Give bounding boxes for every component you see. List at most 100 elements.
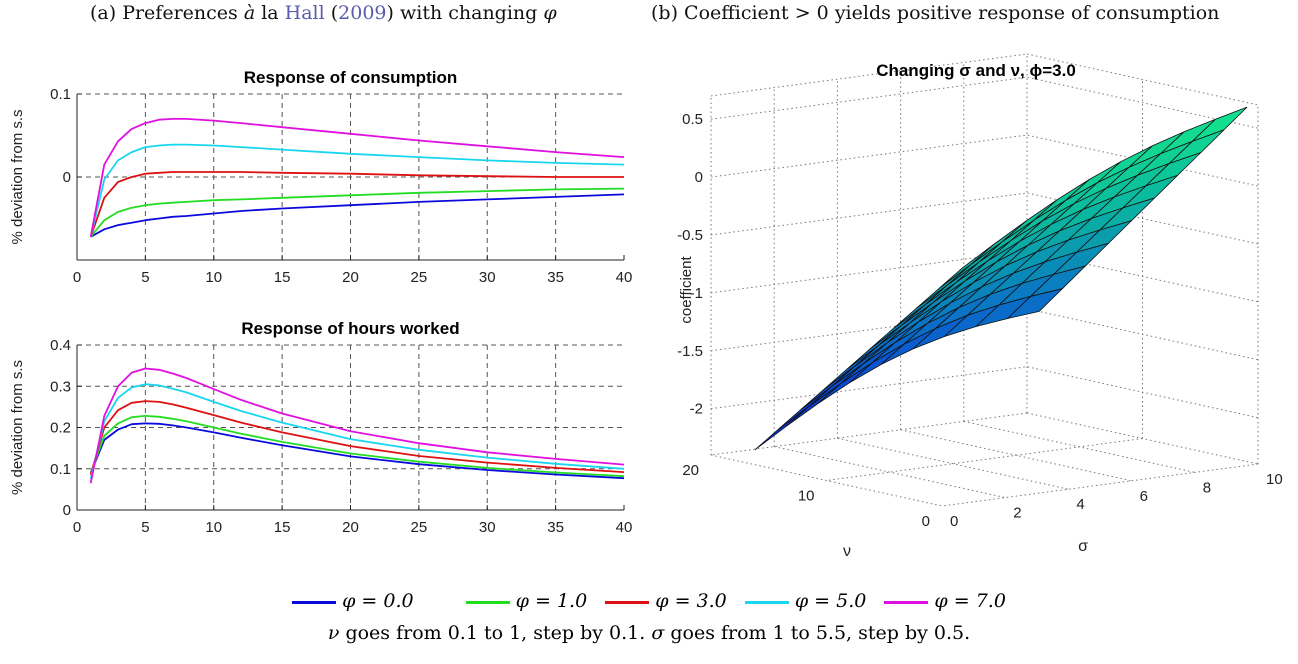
box-edge [710,53,1028,97]
x-tick-label: 35 [547,269,564,286]
sigma-tick-label: 10 [1266,471,1283,488]
grid-line-z [710,76,1259,129]
caption-a-a-la: à [243,2,256,24]
y-tick-label: 0.1 [50,461,71,478]
z-tick-label: -1.5 [677,343,703,360]
surface-patch [840,341,897,384]
legend-label-phi-7: φ = 7.0 [934,590,1006,612]
series-line-phi-0 [90,193,625,238]
grid-line-nu-floor [710,412,1028,456]
caption-b-suffix: yields positive response of consumption [834,2,1220,24]
hours-chart: 0 5 10 15 20 25 30 35 40 0 0.1 0.2 0.3 0.4 Response of… [9,319,632,536]
z-tick-label: 0 [695,169,703,186]
sigma-tick-label: 2 [1013,505,1021,522]
grid-line-z [710,192,1259,245]
legend-label-phi-3: φ = 3.0 [655,590,727,612]
nu-tick-label: 20 [682,462,699,479]
x-tick-label: 15 [274,519,291,536]
caption-a-year-link[interactable]: 2009 [338,2,387,24]
sigma-tick-label: 8 [1203,479,1211,496]
legend-label-phi-5: φ = 5.0 [794,590,867,612]
grid-line-z [710,366,1259,419]
series-line-phi-3 [89,143,625,238]
x-tick-label: 40 [616,269,633,286]
caption-b: (b) Coefficient > 0 yields positive resp… [651,2,1219,24]
z-tick-label: 0.5 [682,111,703,128]
legend-line-phi-5 [744,600,789,604]
z-tick-label: -0.5 [677,227,703,244]
caption-note: ν goes from 0.1 to 1, step by 0.1. σ goe… [0,622,1298,644]
series-line-phi-4 [89,118,625,237]
caption-a-la: la [261,2,279,24]
x-tick-label: 40 [616,519,633,536]
note-part1: goes from 0.1 to 1, step by 0.1. [345,622,646,644]
x-tick-label: 10 [205,519,222,536]
surface-patch [786,382,842,427]
y-tick-label: 0 [63,169,71,186]
legend-line-phi-7 [884,600,929,604]
legend-label-phi-1: φ = 1.0 [515,590,588,612]
legend-line-phi-1 [465,600,510,604]
y-axis-label: % deviation from s.s [9,360,26,495]
grid-line-nu-floor [941,463,1259,507]
x-tick-label: 15 [274,269,291,286]
sigma-tick-label: 4 [1076,496,1084,513]
y-tick-label: 0.1 [50,86,71,103]
x-tick-label: 0 [73,269,81,286]
series-line-phi-3 [89,383,625,480]
x-tick-label: 20 [342,269,359,286]
chart-title: Response of hours worked [241,319,459,338]
z-tick-label: -1 [690,285,703,302]
x-tick-label: 25 [411,269,428,286]
legend-item-phi-3: φ = 3.0 [605,590,727,612]
y-tick-label: 0.4 [50,337,71,354]
box-edge [1026,53,1259,106]
x-tick-label: 25 [411,519,428,536]
legend-line-phi-0 [292,600,337,604]
x-tick-label: 10 [205,269,222,286]
sigma-tick-label: 0 [950,513,958,530]
sigma-tick-label: 6 [1140,488,1148,505]
z-axis-label: coefficient [678,256,695,324]
surface-patch [1192,106,1248,142]
caption-a-phi: φ [543,2,557,24]
grid-line-nu-floor [826,438,1143,481]
x-tick-label: 0 [73,519,81,536]
caption-b-prefix: (b) Coefficient [651,2,789,24]
grid-line-sigma-floor [774,446,1006,499]
legend-line-phi-3 [605,600,650,604]
series-line-phi-1 [90,187,625,238]
z-tick-label: -2 [690,401,703,418]
nu-tick-label: 10 [798,488,815,505]
caption-a: (a) Preferences à la Hall (2009) with ch… [90,2,557,24]
grid-line-sigma-floor [837,437,1069,490]
x-tick-label: 5 [141,269,149,286]
y-axis-label: % deviation from s.s [9,109,26,244]
note-nu: ν [327,622,340,644]
surface-patch [809,362,865,407]
surface-patch [817,361,873,404]
series-line-phi-4 [89,367,625,484]
legend-item-phi-1: φ = 1.0 [465,590,588,612]
nu-axis-label: ν [843,543,851,560]
series-line-phi-2 [89,171,624,238]
y-tick-label: 0.3 [50,378,71,395]
caption-a-hall-link[interactable]: Hall [284,2,325,24]
consumption-chart: 0 5 10 15 20 25 30 35 40 0.1 0 Response of consumpt… [9,68,632,286]
caption-a-prefix: (a) Preferences [90,2,238,24]
x-tick-label: 30 [479,269,496,286]
series-line-phi-2 [89,400,625,476]
x-tick-label: 35 [547,519,564,536]
sigma-axis-label: σ [1078,538,1088,555]
series-line-phi-1 [89,415,625,478]
nu-tick-label: 0 [922,513,930,530]
chart-title: Changing σ and ν, ϕ=3.0 [876,61,1076,80]
chart-title: Response of consumption [244,68,457,87]
grid-line-sigma-floor [900,429,1132,482]
x-tick-label: 30 [479,519,496,536]
legend-item-phi-0: φ = 0.0 [292,590,414,612]
surface-chart: -2 -1.5 -1 -0.5 0 0.5 0 10 20 0 2 4 6 8 10 ν σ coefficien… [677,53,1283,560]
legend-item-phi-5: φ = 5.0 [744,590,867,612]
series-line-phi-0 [89,422,625,480]
